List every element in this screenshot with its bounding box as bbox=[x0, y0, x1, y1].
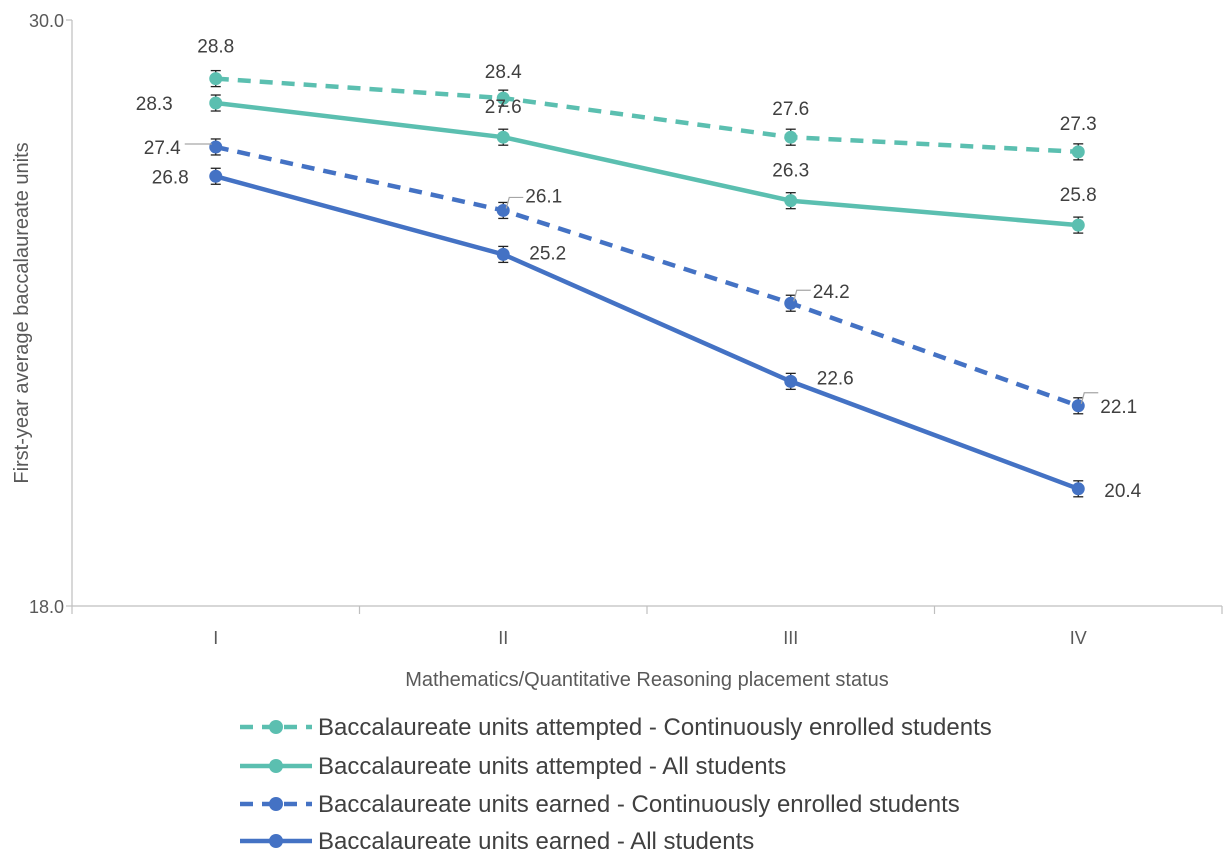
data-label: 22.1 bbox=[1100, 397, 1137, 418]
data-point bbox=[496, 91, 510, 105]
legend-marker bbox=[269, 797, 283, 811]
data-label: 27.6 bbox=[485, 97, 522, 118]
data-point bbox=[209, 72, 223, 86]
legend-label: Baccalaureate units attempted - All stud… bbox=[318, 753, 786, 780]
legend-label: Baccalaureate units earned - Continuousl… bbox=[318, 791, 960, 818]
x-axis-title: Mathematics/Quantitative Reasoning place… bbox=[405, 669, 889, 691]
legend-item: Baccalaureate units attempted - Continuo… bbox=[240, 714, 992, 741]
data-point bbox=[784, 374, 798, 388]
label-leader-line bbox=[793, 289, 811, 302]
data-label: 27.4 bbox=[144, 138, 181, 159]
x-tick-label: IV bbox=[1070, 628, 1087, 648]
data-point bbox=[496, 130, 510, 144]
legend-item: Baccalaureate units earned - All student… bbox=[240, 828, 754, 855]
data-label: 22.6 bbox=[817, 368, 854, 389]
data-label: 24.2 bbox=[813, 282, 850, 303]
data-point bbox=[784, 130, 798, 144]
y-tick-label: 30.0 bbox=[29, 11, 64, 31]
series-line bbox=[215, 144, 1080, 408]
data-point bbox=[496, 247, 510, 261]
x-tick-label: I bbox=[213, 628, 218, 648]
series-line bbox=[215, 76, 1079, 155]
data-point bbox=[1071, 145, 1085, 159]
data-point bbox=[209, 96, 223, 110]
data-label: 28.4 bbox=[485, 62, 522, 83]
y-tick-label: 18.0 bbox=[29, 597, 64, 617]
data-label: 28.8 bbox=[197, 37, 234, 58]
data-label: 27.6 bbox=[772, 99, 809, 120]
legend-label: Baccalaureate units attempted - Continuo… bbox=[318, 714, 992, 741]
legend-marker bbox=[269, 834, 283, 848]
data-point bbox=[1071, 482, 1085, 496]
legend: Baccalaureate units attempted - Continuo… bbox=[240, 714, 992, 855]
x-tick-label: II bbox=[498, 628, 508, 648]
x-tick-label: III bbox=[783, 628, 798, 648]
series-layer bbox=[209, 69, 1085, 498]
data-point bbox=[784, 296, 798, 310]
data-label: 25.2 bbox=[529, 243, 566, 264]
data-label: 20.4 bbox=[1104, 481, 1141, 502]
legend-marker bbox=[269, 759, 283, 773]
data-point bbox=[496, 203, 510, 217]
data-label: 26.1 bbox=[525, 186, 562, 207]
axes: 30.018.0I II III IVMathematics/Quantitative… bbox=[11, 11, 1223, 691]
series-4 bbox=[209, 167, 1085, 498]
data-point bbox=[209, 140, 223, 154]
label-leader-line bbox=[1080, 392, 1099, 404]
legend-item: Baccalaureate units earned - Continuousl… bbox=[240, 791, 960, 818]
series-line bbox=[215, 100, 1079, 228]
data-label: 26.8 bbox=[152, 167, 189, 188]
legend-marker bbox=[269, 720, 283, 734]
series-3 bbox=[209, 138, 1085, 415]
data-point bbox=[784, 194, 798, 208]
data-label: 26.3 bbox=[772, 161, 809, 182]
data-point bbox=[1071, 218, 1085, 232]
data-point bbox=[209, 169, 223, 183]
data-label: 27.3 bbox=[1060, 114, 1097, 135]
data-label: 28.3 bbox=[136, 94, 173, 115]
label-leader-line bbox=[505, 196, 524, 209]
data-label: 25.8 bbox=[1060, 185, 1097, 206]
series-1 bbox=[209, 69, 1085, 161]
y-axis-title: First-year average baccalaureate units bbox=[11, 142, 33, 483]
legend-item: Baccalaureate units attempted - All stud… bbox=[240, 753, 786, 780]
data-point bbox=[1071, 399, 1085, 413]
legend-label: Baccalaureate units earned - All student… bbox=[318, 828, 754, 855]
series-line bbox=[215, 174, 1080, 491]
data-labels: 28.8 28.4 27.6 27.3 28.3 27.6 26.3 25.8 27.4 26.1… bbox=[136, 37, 1142, 502]
series-2 bbox=[209, 94, 1085, 234]
